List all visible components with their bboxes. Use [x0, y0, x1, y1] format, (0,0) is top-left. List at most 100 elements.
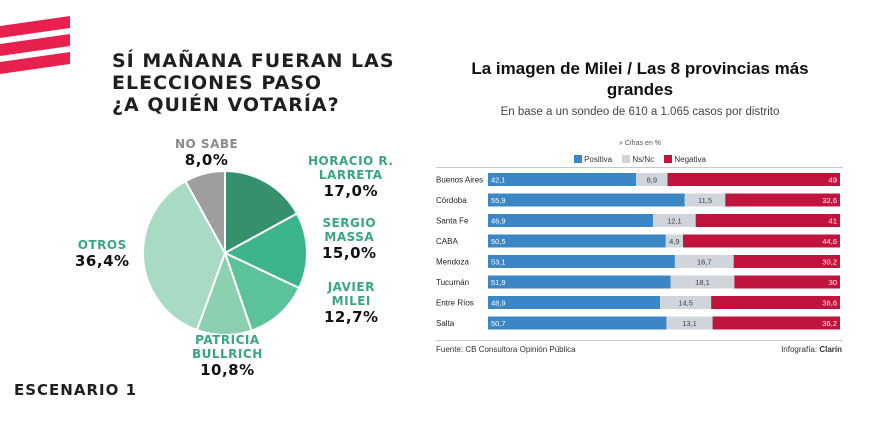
bar-value-label: 36,6 [822, 299, 837, 308]
pie-label-massa: SERGIO MASSA 15,0% [322, 216, 377, 262]
bar-segment [488, 255, 675, 268]
chart-title-line: La imagen de Milei / Las 8 provincias má… [471, 59, 809, 78]
bar-value-label: 14,5 [678, 299, 693, 308]
bar-value-label: 32,6 [822, 196, 837, 205]
pie-label-value: 12,7% [324, 308, 379, 326]
credit-note: Infografía: Clarín [690, 345, 842, 354]
pie-label-milei: JAVIER MILEI 12,7% [324, 280, 379, 326]
milei-image-bar-chart: Buenos Aires 42,1 8,9 49 Córdoba 55,9 11,5 32,6… [436, 173, 840, 330]
pie-label-name: BULLRICH [192, 347, 263, 361]
pie-label-nosabe: NO SABE 8,0% [175, 137, 238, 169]
category-label: Santa Fe [436, 217, 469, 226]
category-label: CABA [436, 237, 458, 246]
bar-segment [666, 316, 713, 330]
category-label: Buenos Aires [436, 176, 483, 185]
bar-segment [695, 214, 840, 227]
pie-label-name: LARRETA [318, 168, 383, 182]
bar-value-label: 48,9 [491, 299, 506, 308]
bar-segment [674, 255, 734, 268]
pie-label-bullrich: PATRICIA BULLRICH 10,8% [192, 333, 263, 379]
pie-label-otros: OTROS 36,4% [75, 238, 130, 270]
survey-title: SÍ MAÑANA FUERAN LAS ELECCIONES PASO ¿A … [112, 50, 395, 116]
category-label: Córdoba [436, 196, 467, 205]
bar-value-label: 42,1 [491, 176, 506, 185]
pie-label-name: NO SABE [175, 137, 239, 151]
credit-prefix: Infografía: [781, 345, 820, 354]
bar-value-label: 53,1 [491, 258, 506, 267]
survey-title-line: ¿A QUIÉN VOTARÍA? [112, 94, 340, 116]
bar-value-label: 30,2 [822, 258, 837, 267]
bar-segment [734, 275, 840, 289]
legend-item: Positiva [574, 155, 612, 164]
bar-value-label: 55,9 [491, 196, 506, 205]
bar-value-label: 8,9 [647, 176, 657, 185]
divider-bottom [436, 340, 843, 341]
divider-top [436, 167, 843, 168]
bar-segment [488, 275, 671, 289]
pie-label-name: PATRICIA [195, 333, 260, 347]
bar-value-label: 16,7 [697, 258, 712, 267]
bar-segment [488, 316, 667, 330]
pie-slice [222, 212, 308, 290]
category-label: Tucumán [436, 278, 469, 287]
bar-segment [665, 234, 684, 248]
bar-value-label: 49 [829, 176, 837, 185]
bar-segment [636, 173, 668, 186]
bar-segment [683, 234, 840, 248]
pie-slice [142, 179, 227, 332]
pie-label-name: JAVIER [327, 280, 375, 294]
pie-label-larreta: HORACIO R. LARRETA 17,0% [308, 154, 393, 200]
bar-segment [733, 255, 840, 268]
bar-segment [488, 234, 666, 248]
bar-segment [488, 193, 685, 207]
category-label: Mendoza [436, 258, 469, 267]
vote-pie-chart [142, 169, 308, 336]
legend-label: Ns/Nc [632, 155, 655, 164]
bar-value-label: 13,1 [682, 319, 697, 328]
bar-value-label: 11,5 [698, 196, 712, 205]
bar-value-label: 41 [829, 217, 837, 226]
bar-value-label: 18,1 [695, 278, 710, 287]
legend-item: Ns/Nc [622, 155, 654, 164]
bar-segment [488, 173, 637, 186]
chart-title: La imagen de Milei / Las 8 provincias má… [440, 58, 840, 100]
bar-value-label: 51,9 [491, 278, 506, 287]
pie-slice [184, 169, 226, 254]
chart-legend: Positiva Ns/Nc Negativa [440, 155, 840, 164]
bar-segment [712, 316, 840, 330]
bar-value-label: 12,1 [667, 217, 682, 226]
bar-segment [684, 193, 726, 207]
source-note: Fuente: CB Consultora Opinión Pública [436, 345, 576, 354]
bar-segment [670, 275, 735, 289]
credit-brand: Clarín [819, 345, 842, 354]
pie-label-name: MILEI [331, 294, 371, 308]
bar-value-label: 36,2 [822, 319, 837, 328]
pie-label-value: 15,0% [322, 244, 377, 262]
pie-label-value: 17,0% [323, 182, 378, 200]
bar-value-label: 46,9 [491, 217, 506, 226]
pie-label-name: OTROS [77, 238, 127, 252]
pie-label-value: 10,8% [200, 361, 255, 379]
bar-segment [653, 214, 696, 227]
category-label: Entre Ríos [436, 299, 474, 308]
legend-swatch-icon [664, 155, 673, 163]
bar-value-label: 44,6 [822, 237, 837, 246]
bar-segment [488, 214, 654, 227]
brand-logo-icon [0, 16, 70, 74]
legend-item: Negativa [664, 155, 706, 164]
category-label: Salta [436, 319, 455, 328]
legend-label: Negativa [674, 155, 706, 164]
pie-slice [224, 169, 299, 255]
bar-segment [667, 173, 840, 186]
pie-label-name: HORACIO R. [308, 154, 394, 168]
bar-segment [725, 193, 840, 207]
chart-title-line: grandes [606, 80, 674, 99]
pie-label-name: SERGIO [322, 216, 377, 230]
bar-segment [711, 296, 840, 309]
chart-subtitle: En base a un sondeo de 610 a 1.065 casos… [500, 106, 780, 118]
bar-value-label: 50,5 [491, 237, 506, 246]
bar-value-label: 50,7 [491, 319, 506, 328]
pie-label-value: 36,4% [75, 252, 130, 270]
pie-label-name: MASSA [324, 230, 375, 244]
bar-segment [488, 296, 661, 309]
